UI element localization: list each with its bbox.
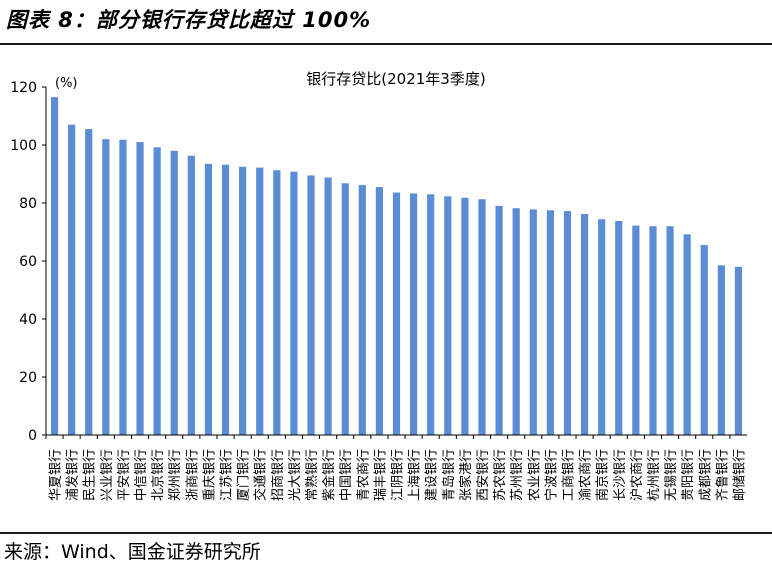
bar	[683, 234, 691, 435]
bar	[529, 209, 537, 435]
bar	[153, 147, 161, 435]
x-tick-label: 沪农商行	[629, 449, 645, 501]
x-tick-label: 民生银行	[83, 449, 98, 501]
x-tick-label: 无锡银行	[664, 449, 679, 501]
bar	[717, 265, 725, 435]
x-tick-label: 江苏银行	[219, 449, 235, 501]
x-tick-label: 紫金银行	[321, 449, 337, 501]
top-divider	[0, 43, 772, 45]
bar	[495, 205, 503, 435]
x-tick-label: 南京银行	[595, 449, 611, 501]
bar	[444, 196, 452, 435]
bar	[410, 193, 418, 435]
bar	[375, 187, 383, 435]
source-note: 来源：Wind、国金证券研究所	[4, 541, 261, 563]
x-tick-label: 常熟银行	[304, 449, 320, 501]
y-tick-label: 120	[10, 80, 37, 96]
bar	[170, 150, 178, 436]
x-tick-label: 厦门银行	[237, 449, 252, 501]
x-tick-label: 长沙银行	[613, 449, 628, 501]
x-tick-label: 农业银行	[527, 449, 542, 501]
x-tick-label: 宁波银行	[543, 449, 559, 501]
x-tick-label: 北京银行	[151, 449, 166, 501]
x-tick-label: 贵阳银行	[681, 449, 696, 501]
bar	[239, 166, 247, 435]
y-tick-label: 80	[19, 196, 37, 212]
bar	[290, 171, 298, 435]
bar	[204, 163, 213, 435]
bar	[615, 220, 623, 435]
bar	[649, 226, 657, 435]
bar	[273, 170, 281, 435]
bar	[324, 177, 332, 435]
bar	[119, 139, 127, 435]
x-tick-label: 平安银行	[117, 449, 132, 501]
bar	[392, 192, 401, 435]
bar	[427, 194, 435, 435]
x-tick-label: 华夏银行	[49, 449, 64, 501]
bar	[666, 226, 674, 435]
bar	[358, 185, 366, 435]
bar	[734, 266, 743, 435]
x-tick-label: 中信银行	[134, 449, 149, 501]
bar	[307, 175, 315, 435]
x-tick-label: 浦发银行	[65, 449, 81, 501]
x-tick-label: 苏农银行	[492, 449, 508, 501]
bar	[256, 167, 264, 435]
bar	[85, 129, 93, 436]
x-tick-label: 上海银行	[408, 449, 423, 501]
x-tick-label: 苏州银行	[509, 449, 525, 501]
x-tick-label: 成都银行	[698, 449, 713, 501]
bar	[632, 225, 640, 435]
x-tick-label: 张家港行	[458, 449, 474, 501]
x-tick-label: 兴业银行	[100, 449, 115, 501]
bar	[221, 164, 230, 435]
x-tick-label: 邮储银行	[732, 449, 747, 501]
y-axis-ticks: 0 20 40 60 80 100 120	[10, 80, 46, 444]
x-tick-label: 齐鲁银行	[714, 449, 730, 501]
x-axis-labels: 华夏银行 浦发银行 民生银行 兴业银行 平安银行 中信银行 北京银行 郑州银行 浙商银行 重庆银行…	[49, 449, 748, 501]
chart-title: 银行存贷比(2021年3季度)	[306, 70, 485, 88]
x-tick-label: 渝农商行	[578, 449, 594, 501]
x-tick-label: 建设银行	[425, 449, 440, 501]
y-tick-label: 20	[19, 370, 37, 386]
bar	[102, 139, 110, 435]
x-tick-label: 中国银行	[339, 449, 354, 501]
x-tick-label: 工商银行	[561, 449, 576, 501]
x-tick-label: 西安银行	[476, 449, 491, 501]
x-tick-label: 郑州银行	[168, 449, 183, 501]
y-tick-label: 60	[19, 254, 37, 270]
bar	[187, 155, 195, 435]
bar	[580, 214, 589, 435]
bar	[563, 211, 572, 435]
y-axis-unit: (%)	[55, 76, 78, 91]
figure-title: 图表 8：部分银行存贷比超过 100%	[6, 8, 372, 32]
x-tick-label: 青农商行	[356, 449, 371, 501]
bar	[341, 183, 349, 435]
bar	[136, 142, 144, 435]
x-tick-label: 交通银行	[253, 449, 269, 501]
bar	[461, 197, 469, 435]
bar	[546, 210, 554, 435]
bar	[68, 124, 76, 435]
x-tick-label: 瑞丰银行	[373, 449, 388, 501]
y-tick-label: 0	[28, 428, 37, 444]
bar	[512, 208, 520, 435]
bar	[50, 97, 59, 436]
bottom-divider	[0, 532, 772, 534]
bar	[598, 219, 606, 435]
bars	[45, 97, 743, 439]
x-tick-label: 浙商银行	[185, 449, 200, 501]
y-tick-label: 100	[10, 138, 37, 154]
x-tick-label: 江阴银行	[391, 449, 406, 501]
x-tick-label: 光大银行	[288, 449, 303, 501]
x-tick-label: 招商银行	[271, 449, 286, 501]
y-tick-label: 40	[19, 312, 37, 328]
x-tick-label: 杭州银行	[647, 449, 662, 501]
bar	[478, 199, 486, 435]
bar-chart: 银行存贷比(2021年3季度) (%) 0 20 40 60 80 100 120 华夏银行…	[10, 70, 748, 501]
x-tick-label: 青岛银行	[441, 449, 457, 501]
bar	[700, 245, 708, 435]
x-tick-label: 重庆银行	[201, 449, 217, 501]
